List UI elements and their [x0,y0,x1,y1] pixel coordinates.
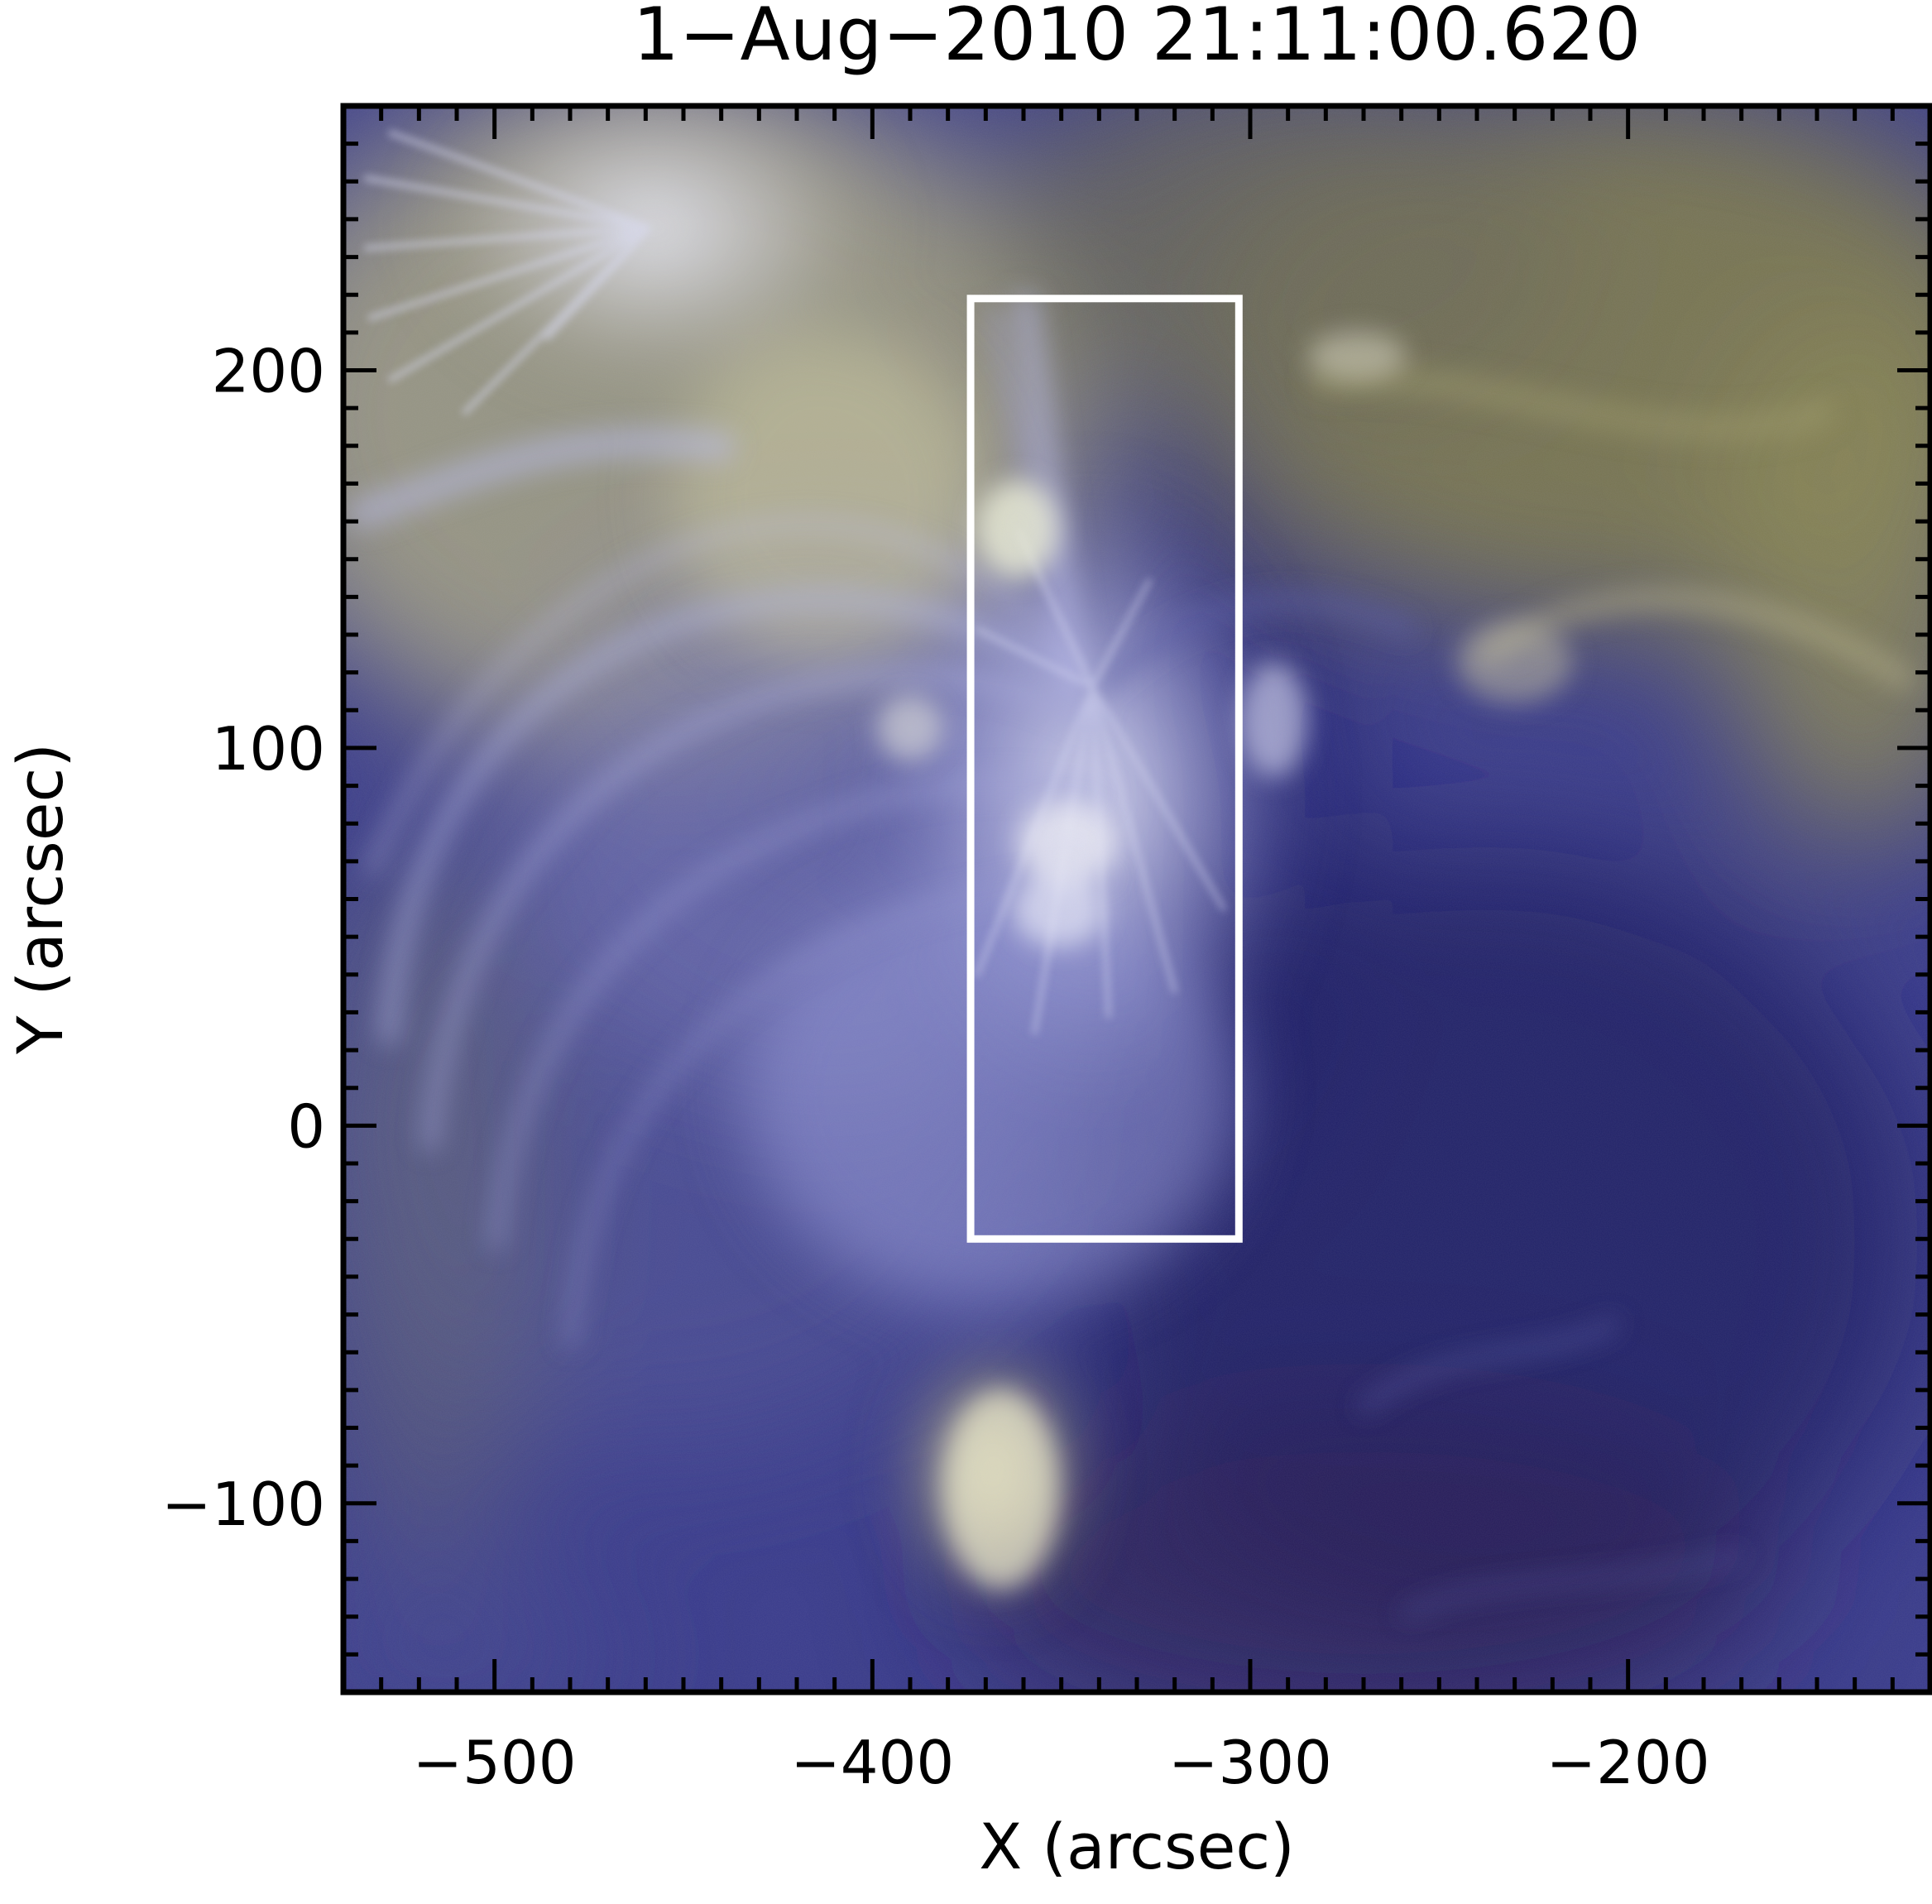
y-tick-label: 200 [212,337,325,406]
y-tick-label: −100 [161,1470,325,1539]
y-axis-label: Y (arcsec) [3,743,77,1055]
x-tick-label: −500 [413,1728,577,1797]
axis-ticks [341,103,1932,1695]
x-tick-label: −400 [790,1728,954,1797]
figure-title: 1−Aug−2010 21:11:00.620 [633,0,1641,77]
x-tick-label: −300 [1168,1728,1332,1797]
x-tick-label: −200 [1546,1728,1710,1797]
y-tick-label: 0 [287,1091,325,1161]
x-axis-label: X (arcsec) [979,1810,1295,1883]
selection-box [966,295,1243,1243]
x-tick-labels: −500 −400 −300 −200 [413,1728,1710,1797]
y-tick-label: 100 [212,714,325,784]
solar-image [343,106,1930,1692]
y-tick-labels: −100 0 100 200 [161,337,325,1539]
